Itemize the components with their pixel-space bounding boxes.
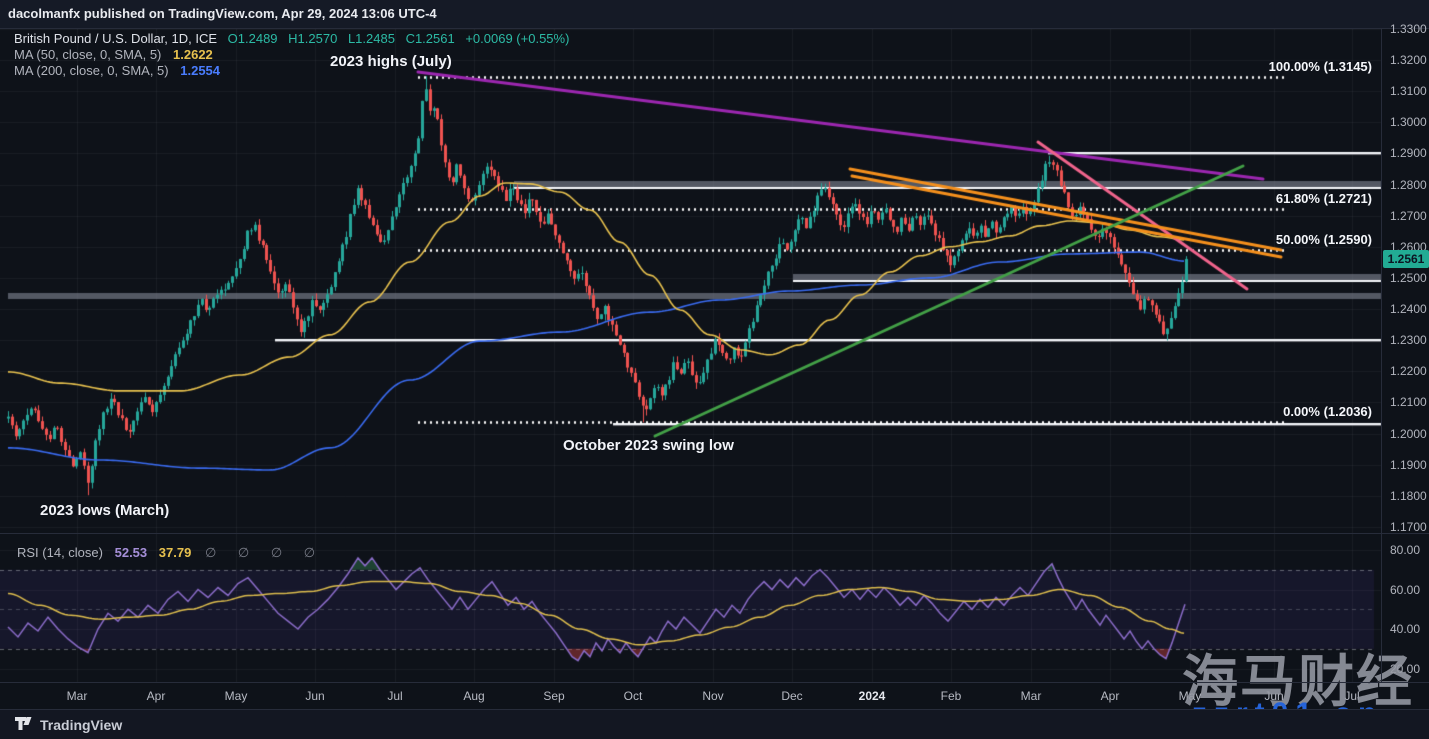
- time-axis-label: Nov: [702, 689, 724, 703]
- watermark-chinese: 海马财经: [1182, 650, 1414, 713]
- time-axis-label: Apr: [1100, 689, 1120, 703]
- time-axis-label: Aug: [463, 689, 485, 703]
- time-axis-label: Dec: [781, 689, 803, 703]
- price-axis-label: 1.1700: [1390, 519, 1427, 534]
- published-line: dacolmanfx published on TradingView.com,…: [8, 6, 437, 21]
- price-axis-label: 1.2000: [1390, 426, 1427, 441]
- rsi-legend-row[interactable]: RSI (14, close) 52.53 37.79 ∅ ∅ ∅ ∅: [17, 545, 324, 561]
- ohlc-change: +0.0069 (+0.55%): [465, 31, 570, 46]
- time-axis-label: 2024: [858, 689, 886, 703]
- ma200-value: 1.2554: [180, 63, 221, 78]
- rsi-value: 52.53: [114, 545, 148, 560]
- price-axis-label: 1.2800: [1390, 177, 1427, 192]
- price-axis-separator: [1381, 28, 1382, 683]
- time-axis-label: Apr: [146, 689, 166, 703]
- time-axis-label: Mar: [1020, 689, 1042, 703]
- annotation-2023-lows: 2023 lows (March): [40, 502, 170, 519]
- time-axis-label: Jun: [305, 689, 325, 703]
- ma50-label: MA (50, close, 0, SMA, 5): [14, 47, 162, 62]
- ma50-value: 1.2622: [173, 47, 213, 62]
- rsi-label: RSI (14, close): [17, 545, 103, 560]
- price-axis-label: 1.2300: [1390, 333, 1427, 348]
- time-axis-label: Sep: [543, 689, 565, 703]
- ohlc-open: O1.2489: [227, 31, 278, 46]
- published-bar: dacolmanfx published on TradingView.com,…: [0, 0, 1429, 29]
- rsi-axis-label: 60.00: [1390, 582, 1421, 597]
- fib-level-label: 61.80% (1.2721): [1275, 191, 1372, 207]
- price-axis-label: 1.1800: [1390, 488, 1427, 503]
- fib-level-label: 0.00% (1.2036): [1283, 404, 1372, 420]
- rsi-ma-value: 37.79: [158, 545, 192, 560]
- ohlc-high: H1.2570: [288, 31, 338, 46]
- time-axis-label: May: [1178, 689, 1202, 703]
- fib-level-label: 50.00% (1.2590): [1275, 231, 1372, 247]
- tradingview-logo-icon[interactable]: [15, 717, 34, 739]
- time-axis-label: Oct: [623, 689, 643, 703]
- time-axis-label: Jul: [1344, 689, 1360, 703]
- price-axis-label: 1.2100: [1390, 395, 1427, 410]
- price-axis-label: 1.2500: [1390, 270, 1427, 285]
- price-axis-label: 1.3300: [1390, 21, 1427, 36]
- last-price-badge: 1.2561: [1383, 250, 1429, 268]
- time-axis-label: Feb: [940, 689, 962, 703]
- price-axis-label: 1.2400: [1390, 302, 1427, 317]
- time-axis-label: Mar: [66, 689, 88, 703]
- pane-separator-rsi-timeaxis: [0, 682, 1429, 683]
- symbol-legend-row[interactable]: British Pound / U.S. Dollar, 1D, ICE O1.…: [14, 31, 576, 46]
- footer-bar: TradingView: [0, 709, 1429, 739]
- time-axis-label: May: [224, 689, 248, 703]
- rsi-axis-label: 20.00: [1390, 661, 1421, 676]
- price-axis-label: 1.2200: [1390, 364, 1427, 379]
- time-axis-label: Jun: [1264, 689, 1284, 703]
- price-axis-label: 1.2900: [1390, 146, 1427, 161]
- price-axis-label: 1.3100: [1390, 84, 1427, 99]
- ohlc-low: L1.2485: [347, 31, 395, 46]
- ma200-legend-row[interactable]: MA (200, close, 0, SMA, 5) 1.2554: [14, 63, 220, 78]
- pane-separator-main-rsi: [0, 533, 1429, 534]
- rsi-axis-label: 80.00: [1390, 543, 1421, 557]
- rsi-axis-label: 40.00: [1390, 622, 1421, 637]
- ma50-legend-row[interactable]: MA (50, close, 0, SMA, 5) 1.2622: [14, 47, 213, 62]
- rsi-empty-values: ∅ ∅ ∅ ∅: [204, 545, 325, 560]
- ohlc-close: C1.2561: [405, 31, 455, 46]
- price-axis-label: 1.2700: [1390, 208, 1427, 223]
- annotation-2023-highs: 2023 highs (July): [330, 53, 452, 70]
- tradingview-brand-link[interactable]: TradingView: [40, 717, 123, 733]
- time-axis-label: Jul: [387, 689, 403, 703]
- symbol-title: British Pound / U.S. Dollar, 1D, ICE: [14, 31, 218, 46]
- fib-level-label: 100.00% (1.3145): [1268, 59, 1372, 75]
- annotation-october-swing-low: October 2023 swing low: [563, 437, 734, 454]
- price-axis-label: 1.3000: [1390, 115, 1427, 130]
- price-axis-label: 1.1900: [1390, 457, 1427, 472]
- price-axis-label: 1.3200: [1390, 53, 1427, 67]
- ma200-label: MA (200, close, 0, SMA, 5): [14, 63, 169, 78]
